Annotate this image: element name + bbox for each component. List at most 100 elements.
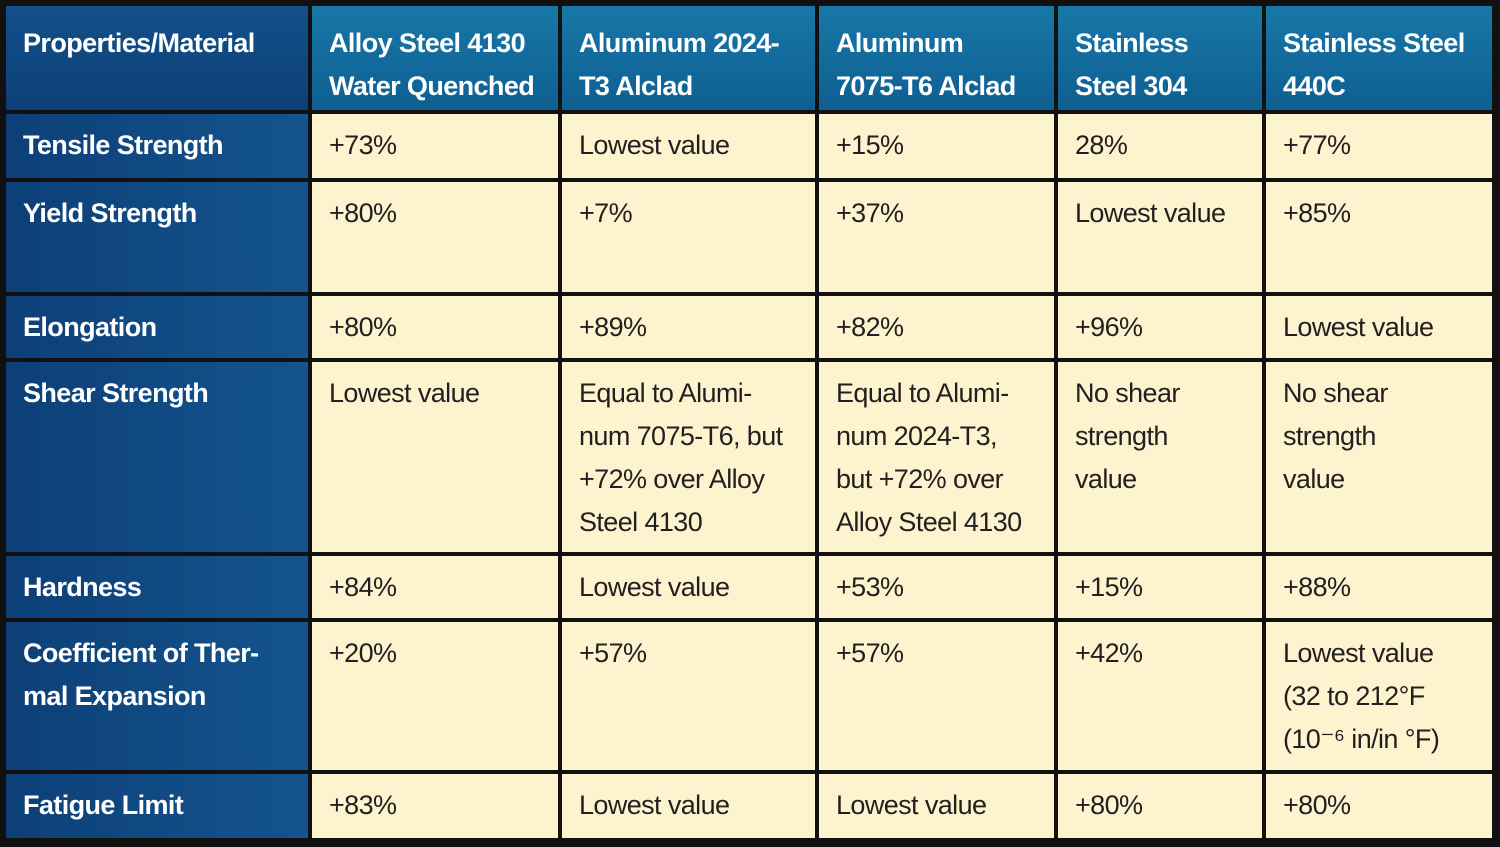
cell-text: 440C xyxy=(1283,71,1346,101)
cell-text: +42% xyxy=(1075,638,1143,668)
cell-text: +7% xyxy=(579,198,633,228)
table-cell: +73% xyxy=(312,114,558,178)
cell-text: value xyxy=(1283,464,1345,494)
table-cell: +77% xyxy=(1266,114,1492,178)
cell-text: Alloy Steel 4130 xyxy=(329,28,526,58)
cell-text: +80% xyxy=(329,312,397,342)
header-cell: Aluminum 2024- T3 Alclad xyxy=(562,6,815,110)
cell-text: Hardness xyxy=(23,572,142,602)
cell-text: Lowest value xyxy=(329,378,480,408)
table-cell: +20% xyxy=(312,622,558,770)
cell-text: Yield Strength xyxy=(23,198,197,228)
cell-text: mal Expansion xyxy=(23,681,206,711)
cell-text: Aluminum xyxy=(836,28,964,58)
table-cell: Lowest value xyxy=(819,774,1054,838)
cell-text: +57% xyxy=(836,638,904,668)
table-cell: Equal to Alumi-num 7075-T6, but +72% over… xyxy=(562,362,815,552)
table-cell: +80% xyxy=(1266,774,1492,838)
cell-text: +82% xyxy=(836,312,904,342)
table-cell: +37% xyxy=(819,182,1054,292)
cell-text: Lowest value xyxy=(1283,312,1434,342)
cell-text: +15% xyxy=(836,130,904,160)
row-label: Tensile Strength xyxy=(6,114,308,178)
cell-text: +88% xyxy=(1283,572,1351,602)
cell-text: but +72% over xyxy=(836,464,1004,494)
cell-text: Tensile Strength xyxy=(23,130,224,160)
table-cell: No shear strength value xyxy=(1266,362,1492,552)
cell-text: Properties/Material xyxy=(23,28,255,58)
cell-text: Lowest value xyxy=(579,130,730,160)
cell-text: Aluminum 2024- xyxy=(579,28,780,58)
table-cell: +84% xyxy=(312,556,558,618)
cell-text: +89% xyxy=(579,312,647,342)
cell-text: (32 to 212°F xyxy=(1283,681,1425,711)
table-cell: +15% xyxy=(819,114,1054,178)
header-cell: Properties/Material xyxy=(6,6,308,110)
cell-text: +57% xyxy=(579,638,647,668)
table-cell: +42% xyxy=(1058,622,1262,770)
cell-text: T3 Alclad xyxy=(579,71,693,101)
cell-text: Shear Strength xyxy=(23,378,209,408)
cell-text: +37% xyxy=(836,198,904,228)
table-cell: Equal to Alumi-num 2024-T3, but +72% over… xyxy=(819,362,1054,552)
row-label: Hardness xyxy=(6,556,308,618)
cell-text: Steel 304 xyxy=(1075,71,1187,101)
header-cell: Stainless Steel 304 xyxy=(1058,6,1262,110)
table-cell: +85% xyxy=(1266,182,1492,292)
cell-text: +72% over Alloy xyxy=(579,464,765,494)
table-cell: +15% xyxy=(1058,556,1262,618)
table-cell: +83% xyxy=(312,774,558,838)
cell-text: Lowest value xyxy=(579,790,730,820)
cell-text: value xyxy=(1075,464,1137,494)
cell-text: 28% xyxy=(1075,130,1128,160)
table-cell: Lowest value xyxy=(1266,296,1492,358)
cell-text: Lowest value xyxy=(1075,198,1226,228)
header-cell: Stainless Steel 440C xyxy=(1266,6,1492,110)
cell-text: Equal to Alumi- xyxy=(836,378,1009,408)
table-cell: +7% xyxy=(562,182,815,292)
cell-text: +77% xyxy=(1283,130,1351,160)
row-label: Fatigue Limit xyxy=(6,774,308,838)
table-cell: Lowest value xyxy=(1058,182,1262,292)
table-cell: Lowest value xyxy=(562,114,815,178)
table-cell: Lowest value (32 to 212°F (10⁻⁶ in/in °F) xyxy=(1266,622,1492,770)
table-cell: No shear strength value xyxy=(1058,362,1262,552)
cell-text: Steel 4130 xyxy=(579,507,703,537)
cell-text: +53% xyxy=(836,572,904,602)
cell-text: +73% xyxy=(329,130,397,160)
cell-text: num 2024-T3, xyxy=(836,421,998,451)
cell-text: Lowest value xyxy=(836,790,987,820)
cell-text: strength xyxy=(1283,421,1376,451)
cell-text: +96% xyxy=(1075,312,1143,342)
cell-text: Alloy Steel 4130 xyxy=(836,507,1022,537)
table-cell: 28% xyxy=(1058,114,1262,178)
cell-text: Fatigue Limit xyxy=(23,790,184,820)
table-cell: +89% xyxy=(562,296,815,358)
cell-text: +80% xyxy=(1075,790,1143,820)
table-cell: Lowest value xyxy=(562,556,815,618)
cell-text: +80% xyxy=(329,198,397,228)
cell-text: +20% xyxy=(329,638,397,668)
table-cell: +53% xyxy=(819,556,1054,618)
cell-text: strength xyxy=(1075,421,1168,451)
cell-text: +85% xyxy=(1283,198,1351,228)
cell-text: Stainless Steel xyxy=(1283,28,1465,58)
table-cell: +96% xyxy=(1058,296,1262,358)
table-cell: +82% xyxy=(819,296,1054,358)
cell-text: num 7075-T6, but xyxy=(579,421,783,451)
cell-text: (10⁻⁶ in/in °F) xyxy=(1283,724,1440,754)
header-cell: Alloy Steel 4130 Water Quenched xyxy=(312,6,558,110)
table-cell: +80% xyxy=(1058,774,1262,838)
cell-text: Water Quenched xyxy=(329,71,535,101)
cell-text: No shear xyxy=(1075,378,1180,408)
table-cell: +88% xyxy=(1266,556,1492,618)
cell-text: +83% xyxy=(329,790,397,820)
table-cell: +57% xyxy=(562,622,815,770)
header-cell: Aluminum 7075-T6 Alclad xyxy=(819,6,1054,110)
cell-text: +84% xyxy=(329,572,397,602)
row-label: Yield Strength xyxy=(6,182,308,292)
cell-text: +15% xyxy=(1075,572,1143,602)
cell-text: Coefficient of Ther- xyxy=(23,638,259,668)
table-cell: Lowest value xyxy=(312,362,558,552)
